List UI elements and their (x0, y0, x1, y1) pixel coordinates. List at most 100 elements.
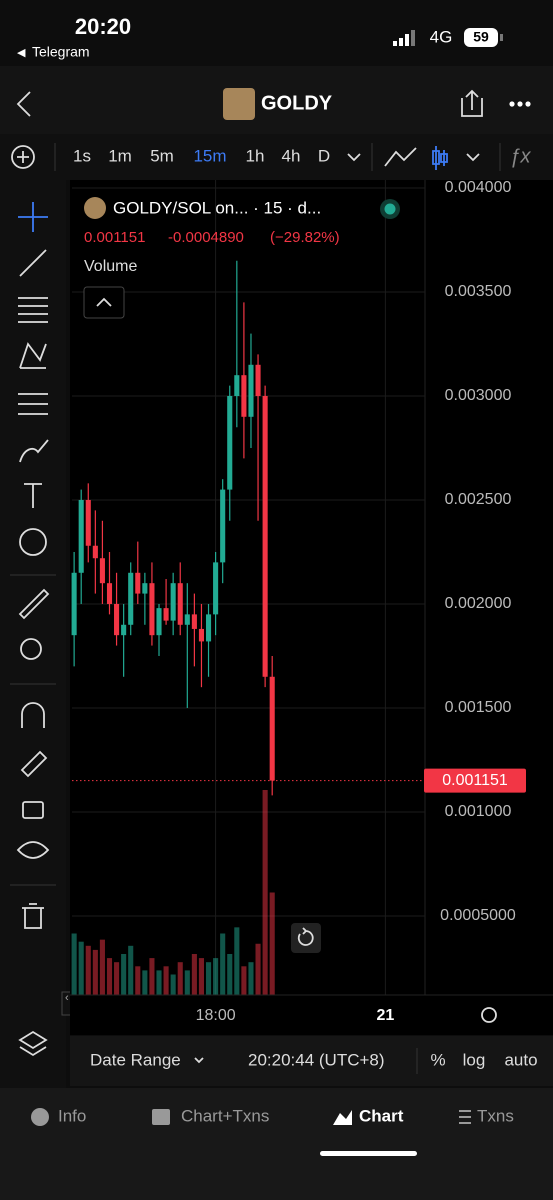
volume-bar (262, 790, 268, 995)
y-tick-label: 0.004000 (445, 179, 512, 196)
text-tool[interactable] (24, 483, 42, 508)
header-bg (0, 66, 553, 134)
volume-bar (106, 958, 113, 995)
more-timeframes[interactable] (347, 153, 361, 162)
candle-body (262, 395, 268, 677)
volume-bar (92, 949, 98, 995)
volume-bar (241, 966, 247, 995)
trend-line-tool[interactable] (19, 249, 47, 277)
y-tick-label: 0.002000 (445, 595, 512, 612)
volume-bar (135, 966, 141, 995)
candle-chart-button[interactable] (432, 146, 448, 170)
date-range[interactable]: Date Range (90, 1050, 181, 1069)
home-indicator (320, 1151, 417, 1156)
status-dot (384, 203, 396, 215)
legend-change-pct: (−29.82%) (270, 229, 340, 246)
volume-bar (128, 945, 134, 995)
brush-tool[interactable] (19, 439, 49, 463)
back-app[interactable]: Telegram (32, 44, 90, 60)
tab[interactable]: Chart+Txns (181, 1106, 269, 1125)
tabs: Info Chart+Txns Chart Txns (58, 1106, 514, 1125)
back-button[interactable] (16, 91, 31, 117)
candle-body (241, 375, 247, 417)
timeframes: 1s 1m 5m 15m 1h 4h D (73, 146, 330, 165)
lock-tool[interactable] (22, 801, 44, 819)
txns-icon (459, 1110, 471, 1124)
tab[interactable]: Info (58, 1106, 86, 1125)
battery (464, 28, 498, 47)
tab[interactable]: Txns (477, 1106, 514, 1125)
plot: 0.0005000 0.001000 0.001500 0.002000 0.00250… (71, 179, 526, 1024)
last-price-label: 0.001151 (442, 772, 508, 789)
chart-type-menu[interactable] (466, 153, 480, 162)
visibility-tool[interactable] (16, 841, 50, 859)
candle-body (128, 572, 134, 625)
fib-tool[interactable] (18, 297, 48, 323)
icon-tool[interactable] (19, 528, 47, 556)
indicators-button[interactable]: ƒx (509, 145, 531, 167)
measure-tool[interactable] (18, 588, 50, 620)
token-avatar (223, 88, 255, 120)
volume-bar (121, 954, 127, 995)
y-tick-label: 0.003500 (445, 283, 512, 300)
legend-change: -0.0004890 (168, 229, 244, 246)
volume-bar (142, 970, 148, 995)
sidebar-toggle-icon: ‹ (65, 992, 69, 1004)
volume-bar (220, 933, 226, 995)
candle-body (213, 562, 219, 615)
timeframe[interactable]: 1m (108, 146, 132, 165)
candle-body (191, 614, 197, 629)
projection-tool[interactable] (18, 393, 48, 415)
y-tick-label: 0.0005000 (440, 907, 516, 924)
volume-bar (248, 962, 254, 995)
volume-bar (191, 954, 197, 995)
timeframe[interactable]: 1s (73, 146, 91, 165)
candle-body (71, 572, 77, 636)
magnet-tool[interactable] (21, 702, 45, 728)
candle-body (78, 499, 84, 573)
chart-icon (333, 1110, 352, 1125)
chart-title: GOLDY/SOL on... · 15 · d... (113, 198, 321, 217)
layers-button[interactable] (18, 1030, 48, 1057)
date-range-chevron (194, 1057, 204, 1064)
candle-body (99, 558, 105, 584)
line-chart-button[interactable] (384, 147, 417, 167)
pattern-tool[interactable] (19, 342, 47, 369)
timeframe[interactable]: 5m (150, 146, 174, 165)
volume-bar (213, 958, 219, 995)
zoom-tool[interactable] (20, 638, 42, 660)
delete-tool[interactable] (22, 903, 44, 929)
collapse-button[interactable] (83, 286, 125, 319)
volume-bar (184, 970, 190, 995)
percent-toggle[interactable]: % (430, 1050, 445, 1069)
auto-toggle[interactable]: auto (504, 1050, 537, 1069)
settings-button[interactable] (481, 1007, 497, 1023)
tab[interactable]: Chart (359, 1106, 404, 1125)
timeframe[interactable]: 4h (282, 146, 301, 165)
candle-body (142, 583, 148, 594)
volume-label: Volume (84, 258, 137, 275)
timeframe[interactable]: 15m (193, 146, 226, 165)
timeframe[interactable]: 1h (246, 146, 265, 165)
log-toggle[interactable]: log (463, 1050, 486, 1069)
crosshair-tool[interactable] (18, 202, 48, 232)
candle-body (170, 583, 176, 621)
add-indicator[interactable] (11, 145, 35, 169)
timeframe[interactable]: D (318, 146, 330, 165)
tab-bar (0, 1088, 553, 1200)
candle-body (92, 545, 98, 559)
lock-drawing-tool[interactable] (20, 750, 48, 778)
share-button[interactable] (461, 89, 483, 117)
more-button[interactable] (509, 101, 531, 107)
reset-button[interactable] (291, 923, 321, 953)
header-title: GOLDY (261, 92, 333, 114)
volume-bar (99, 939, 105, 995)
sidebar-toggle[interactable] (61, 991, 70, 1016)
volume-bar (255, 943, 261, 995)
back-arrow: ◀ (17, 47, 26, 59)
last-price-tag (424, 768, 526, 793)
volume-bar (163, 966, 169, 995)
candle-body (121, 624, 127, 636)
battery-level: 59 (473, 29, 489, 45)
candle-body (205, 614, 212, 642)
